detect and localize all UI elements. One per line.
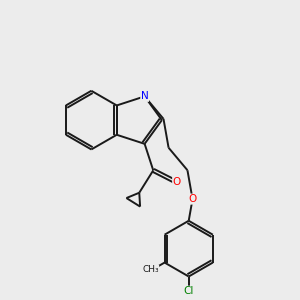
Text: O: O <box>172 177 181 187</box>
Text: Cl: Cl <box>184 286 194 296</box>
Text: N: N <box>141 92 148 101</box>
Text: O: O <box>188 194 197 204</box>
Text: CH₃: CH₃ <box>142 266 159 274</box>
